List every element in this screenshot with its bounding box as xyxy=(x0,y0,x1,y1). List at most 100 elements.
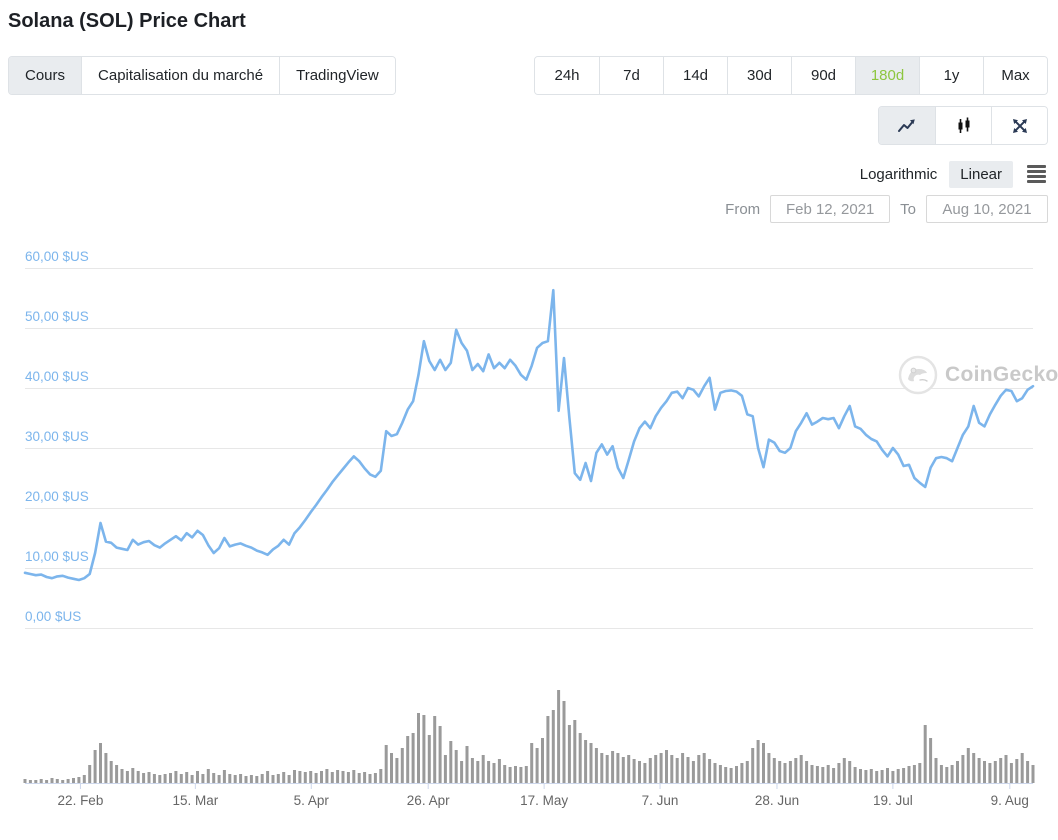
volume-bar xyxy=(956,761,959,783)
volume-bar xyxy=(950,765,954,783)
chart-menu-button[interactable] xyxy=(1025,163,1048,185)
volume-bar xyxy=(643,763,647,783)
y-axis-label: 0,00 $US xyxy=(25,609,81,624)
volume-bar xyxy=(503,765,507,783)
price-chart-canvas[interactable]: 60,00 $US 50,00 $US 40,00 $US 30,00 $US 20,0… xyxy=(0,238,1058,835)
volume-bar xyxy=(158,775,162,783)
volume-bar xyxy=(891,771,895,783)
volume-bar xyxy=(497,759,501,783)
volume-bar xyxy=(417,713,420,783)
range-tab-14d[interactable]: 14d xyxy=(663,57,727,94)
volume-bar xyxy=(152,774,156,783)
volume-bar xyxy=(530,743,534,783)
volume-bar xyxy=(217,775,221,783)
line-chart-mode-button[interactable] xyxy=(879,107,935,144)
volume-bar xyxy=(611,751,615,783)
volume-bar xyxy=(762,743,765,783)
volume-bar xyxy=(665,750,668,783)
volume-bar xyxy=(346,772,350,783)
fullscreen-button[interactable] xyxy=(991,107,1047,144)
volume-bar xyxy=(902,768,906,783)
volume-bar xyxy=(508,767,512,783)
candlestick-mode-button[interactable] xyxy=(935,107,991,144)
volume-bar xyxy=(654,755,658,783)
volume-bar xyxy=(983,761,986,783)
volume-bar xyxy=(659,753,663,783)
range-tab-1y[interactable]: 1y xyxy=(919,57,983,94)
scale-option-logarithmic[interactable]: Logarithmic xyxy=(859,165,938,183)
volume-bar xyxy=(341,771,345,783)
volume-bar xyxy=(594,748,598,783)
volume-bar xyxy=(61,780,65,783)
to-date-input[interactable] xyxy=(926,195,1048,223)
volume-bar xyxy=(109,761,113,783)
volume-bar xyxy=(805,761,809,783)
volume-bar xyxy=(249,775,253,783)
volume-bar xyxy=(681,753,685,783)
volume-bar xyxy=(406,736,410,783)
from-label: From xyxy=(725,200,761,218)
volume-bar xyxy=(266,771,270,783)
volume-bar xyxy=(368,774,372,783)
volume-bar xyxy=(929,738,933,783)
y-axis-label: 40,00 $US xyxy=(25,369,89,384)
volume-bar xyxy=(772,758,776,783)
volume-bar xyxy=(465,746,469,783)
volume-bar xyxy=(999,758,1003,783)
volume-bar xyxy=(72,778,75,783)
volume-bar xyxy=(481,755,485,783)
volume-bar xyxy=(691,761,695,783)
fullscreen-icon xyxy=(1012,118,1027,133)
volume-bar xyxy=(142,773,146,783)
burger-bar xyxy=(1027,170,1046,173)
x-axis-label: 28. Jun xyxy=(755,793,799,808)
tab-cours[interactable]: Cours xyxy=(9,57,82,94)
y-axis-label: 60,00 $US xyxy=(25,249,89,264)
tab-tradingview[interactable]: TradingView xyxy=(279,57,395,94)
tab-capitalisation-du-march-[interactable]: Capitalisation du marché xyxy=(81,57,280,94)
chart-type-toggle-group xyxy=(878,106,1048,145)
volume-bar xyxy=(1031,765,1035,783)
range-tab-30d[interactable]: 30d xyxy=(727,57,791,94)
volume-bar xyxy=(309,771,313,783)
volume-bar xyxy=(1020,753,1024,783)
volume-bar xyxy=(702,753,706,783)
volume-bar xyxy=(837,763,841,783)
volume-bar xyxy=(535,748,539,783)
volume-bar xyxy=(325,769,329,783)
volume-bar xyxy=(363,772,367,783)
volume-bar xyxy=(77,777,81,783)
volume-bar xyxy=(832,768,836,783)
range-tab-24h[interactable]: 24h xyxy=(535,57,599,94)
volume-bar xyxy=(384,745,388,783)
volume-bar xyxy=(886,768,889,783)
range-tab-90d[interactable]: 90d xyxy=(791,57,855,94)
range-tab-max[interactable]: Max xyxy=(983,57,1047,94)
page-title: Solana (SOL) Price Chart xyxy=(8,10,246,32)
price-chart-area[interactable]: 60,00 $US 50,00 $US 40,00 $US 30,00 $US 20,0… xyxy=(0,238,1058,835)
volume-bar xyxy=(373,773,377,783)
from-date-input[interactable] xyxy=(770,195,891,223)
volume-bar xyxy=(541,738,544,783)
volume-bar xyxy=(880,770,884,783)
volume-bar xyxy=(875,771,879,783)
volume-bar xyxy=(487,761,491,783)
scale-option-linear[interactable]: Linear xyxy=(949,160,1013,188)
volume-bar xyxy=(1026,761,1030,783)
volume-bar xyxy=(228,774,232,783)
volume-bar xyxy=(28,780,32,783)
range-tab-180d[interactable]: 180d xyxy=(855,57,919,94)
volume-bar xyxy=(923,725,927,783)
range-tab-7d[interactable]: 7d xyxy=(599,57,663,94)
volume-bar xyxy=(907,766,911,783)
volume-bar xyxy=(864,770,868,783)
volume-bar xyxy=(120,769,124,783)
volume-bar xyxy=(422,715,426,783)
volume-bar xyxy=(869,769,873,783)
volume-bar xyxy=(616,753,620,783)
volume-bar xyxy=(670,755,674,783)
volume-bar xyxy=(745,761,749,783)
volume-bar xyxy=(115,765,119,783)
volume-bar xyxy=(783,763,787,783)
y-axis-label: 20,00 $US xyxy=(25,489,89,504)
